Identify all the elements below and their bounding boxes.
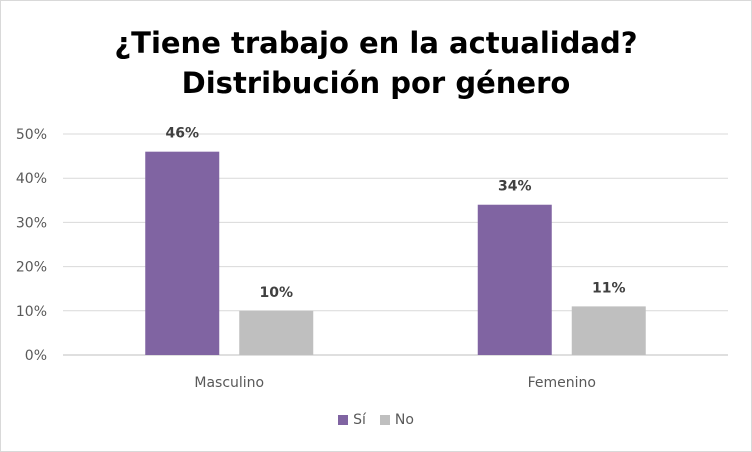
y-tick-label-3: 30% [16, 215, 47, 231]
legend: Sí No [1, 412, 751, 428]
data-label-0-0: 46% [165, 126, 199, 142]
bar-no-masculino [239, 310, 314, 355]
y-tick-label-0: 0% [25, 348, 47, 364]
legend-item-no: No [379, 412, 414, 428]
chart-title: ¿Tiene trabajo en la actualidad? Distrib… [1, 23, 751, 103]
chart-title-line-1: ¿Tiene trabajo en la actualidad? [114, 26, 638, 60]
x-category-label-1: Femenino [528, 375, 596, 391]
legend-swatch-no [379, 415, 390, 425]
bar-s-masculino [145, 151, 220, 355]
data-label-0-1: 34% [498, 179, 532, 195]
legend-label-si: Sí [353, 412, 366, 428]
data-label-1-0: 10% [259, 285, 293, 301]
legend-swatch-si [338, 415, 349, 425]
data-label-1-1: 11% [592, 280, 626, 296]
legend-label-no: No [394, 412, 414, 428]
chart-title-line-2: Distribución por género [181, 66, 571, 100]
y-tick-label-2: 20% [16, 260, 47, 276]
bar-s-femenino [477, 204, 552, 355]
x-category-label-0: Masculino [194, 375, 264, 391]
bar-no-femenino [571, 306, 646, 355]
y-tick-label-1: 10% [16, 304, 47, 320]
legend-item-si: Sí [338, 412, 366, 428]
y-tick-label-4: 40% [16, 171, 47, 187]
y-tick-label-5: 50% [16, 127, 47, 143]
